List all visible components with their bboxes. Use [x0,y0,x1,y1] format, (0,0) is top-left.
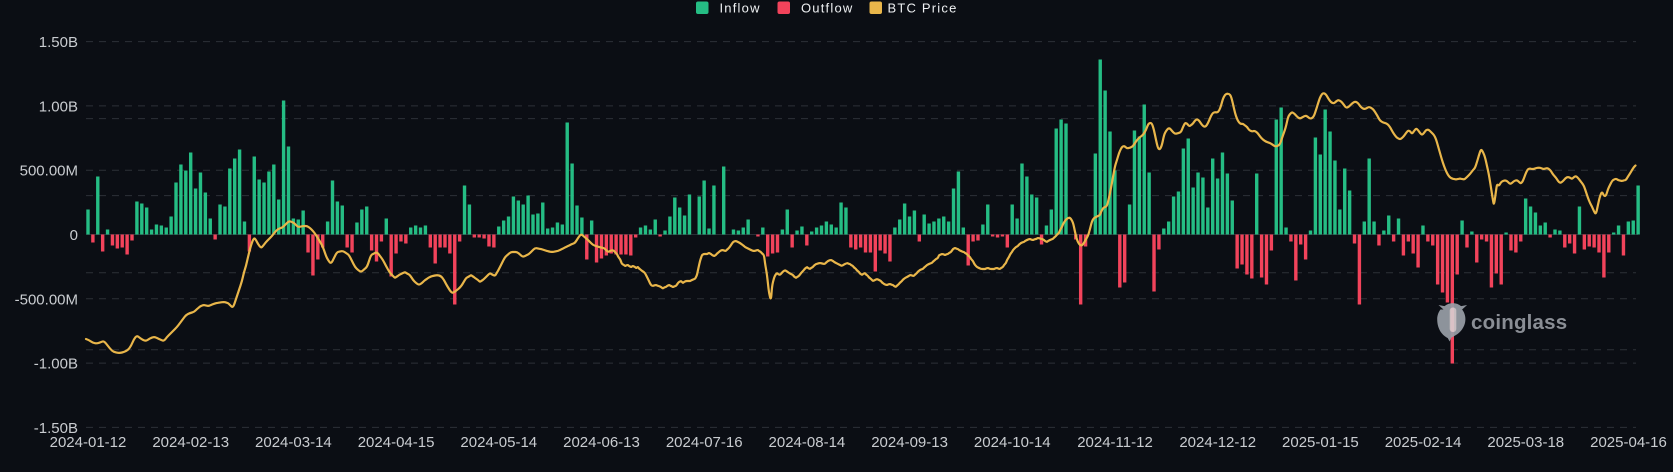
svg-text:1.50B: 1.50B [39,34,78,51]
svg-text:2024-03-14: 2024-03-14 [255,434,332,451]
svg-text:2024-01-12: 2024-01-12 [50,434,127,451]
svg-text:2024-08-14: 2024-08-14 [769,434,846,451]
svg-text:2024-10-14: 2024-10-14 [974,434,1051,451]
svg-text:coinglass: coinglass [1471,311,1567,334]
svg-text:-500.00M: -500.00M [15,291,78,308]
svg-text:2025-03-18: 2025-03-18 [1487,434,1564,451]
svg-text:2025-01-15: 2025-01-15 [1282,434,1359,451]
svg-text:2024-02-13: 2024-02-13 [152,434,229,451]
svg-text:-1.00B: -1.00B [34,356,78,373]
svg-text:2025-04-16: 2025-04-16 [1590,434,1667,451]
svg-text:2024-07-16: 2024-07-16 [666,434,743,451]
svg-text:1.00B: 1.00B [39,98,78,115]
svg-text:2024-11-12: 2024-11-12 [1077,434,1153,451]
svg-text:2024-12-12: 2024-12-12 [1179,434,1256,451]
svg-text:-1.50B: -1.50B [34,420,78,437]
svg-text:2024-09-13: 2024-09-13 [871,434,948,451]
svg-text:Outflow: Outflow [801,1,853,16]
svg-text:2025-02-14: 2025-02-14 [1385,434,1462,451]
svg-text:500.00M: 500.00M [20,163,78,180]
svg-text:2024-06-13: 2024-06-13 [563,434,640,451]
svg-text:2024-05-14: 2024-05-14 [460,434,537,451]
svg-text:2024-04-15: 2024-04-15 [358,434,435,451]
svg-text:BTC Price: BTC Price [888,1,958,16]
svg-text:Inflow: Inflow [720,1,761,16]
svg-text:0: 0 [70,227,78,244]
